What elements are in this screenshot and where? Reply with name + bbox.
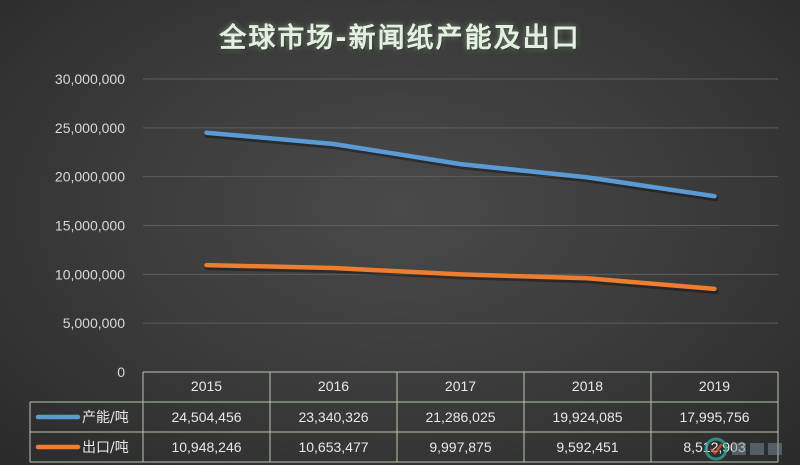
legend-label: 产能/吨	[82, 410, 129, 426]
data-label: 21,286,025	[425, 409, 495, 425]
data-label: 9,592,451	[556, 439, 618, 455]
x-category-label: 2015	[191, 378, 222, 394]
data-label: 8,512,903	[683, 439, 745, 455]
series-lines	[204, 130, 719, 294]
chart-title: 全球市场-新闻纸产能及出口	[219, 23, 581, 54]
watermark-logo-icon	[704, 437, 782, 461]
y-tick-label: 25,000,000	[55, 120, 125, 136]
data-label: 10,948,246	[171, 439, 241, 455]
data-label: 19,924,085	[552, 409, 622, 425]
legend-label: 出口/吨	[82, 440, 129, 456]
y-tick-label: 5,000,000	[63, 315, 125, 331]
y-tick-label: 20,000,000	[55, 169, 125, 185]
data-label: 17,995,756	[679, 409, 749, 425]
data-label: 23,340,326	[298, 409, 368, 425]
y-tick-label: 15,000,000	[55, 218, 125, 234]
data-label: 9,997,875	[429, 439, 491, 455]
data-table: 2015 2016 2017 2018 2019 产能/吨 24,504,456 23,340…	[29, 371, 779, 463]
y-tick-label: 10,000,000	[55, 266, 125, 282]
x-category-label: 2018	[572, 378, 603, 394]
data-label: 24,504,456	[171, 409, 241, 425]
x-category-label: 2019	[699, 378, 730, 394]
y-axis-ticks: 0 5,000,000 10,000,000 15,000,000 20,000,000…	[55, 71, 125, 380]
y-tick-label: 30,000,000	[55, 71, 125, 87]
y-tick-label: 0	[117, 364, 125, 380]
x-category-label: 2017	[445, 378, 476, 394]
series-line-shadow	[204, 264, 719, 294]
x-category-label: 2016	[318, 378, 349, 394]
data-label: 10,653,477	[298, 439, 368, 455]
